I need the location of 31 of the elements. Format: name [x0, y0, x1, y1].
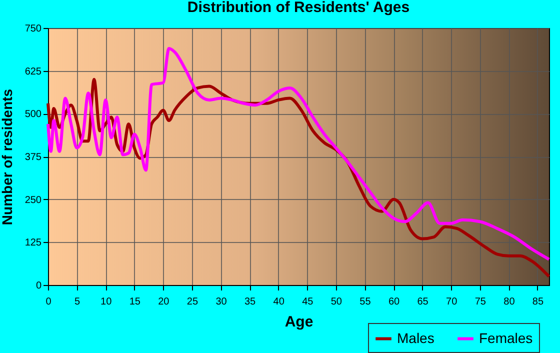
- y-tick-label: 250: [24, 194, 42, 206]
- x-tick-label: 60: [388, 296, 400, 308]
- x-tick-label: 25: [186, 296, 198, 308]
- x-tick-label: 85: [532, 296, 544, 308]
- y-tick-label: 125: [24, 238, 42, 249]
- chart-title: Distribution of Residents' Ages: [187, 0, 410, 16]
- y-tick-label: 375: [24, 152, 42, 163]
- y-tick-label: 625: [24, 66, 42, 78]
- x-tick-label: 20: [158, 296, 170, 308]
- y-axis-title: Number of residents: [0, 88, 15, 226]
- x-tick-label: 30: [216, 296, 228, 308]
- x-tick-label: 40: [273, 296, 285, 308]
- legend-label: Females: [479, 330, 533, 346]
- x-tick-label: 55: [360, 296, 372, 308]
- x-tick-label: 15: [129, 296, 141, 308]
- x-tick-label: 10: [100, 296, 112, 308]
- x-axis-title: Age: [284, 314, 314, 330]
- x-tick-label: 70: [446, 296, 458, 308]
- y-tick-label: 0: [36, 280, 42, 292]
- y-tick-label: 750: [24, 24, 42, 34]
- x-tick-label: 5: [74, 296, 81, 308]
- x-tick-label: 0: [46, 296, 52, 308]
- x-tick-label: 50: [330, 296, 342, 308]
- x-tick-label: 65: [417, 296, 429, 308]
- x-tick-label: 80: [504, 296, 516, 308]
- y-tick-label: 500: [24, 109, 42, 120]
- legend-label: Males: [397, 330, 434, 346]
- x-tick-label: 35: [244, 296, 256, 308]
- x-tick-label: 45: [302, 296, 314, 308]
- line-series: [46, 47, 550, 261]
- x-tick-label: 75: [474, 296, 486, 308]
